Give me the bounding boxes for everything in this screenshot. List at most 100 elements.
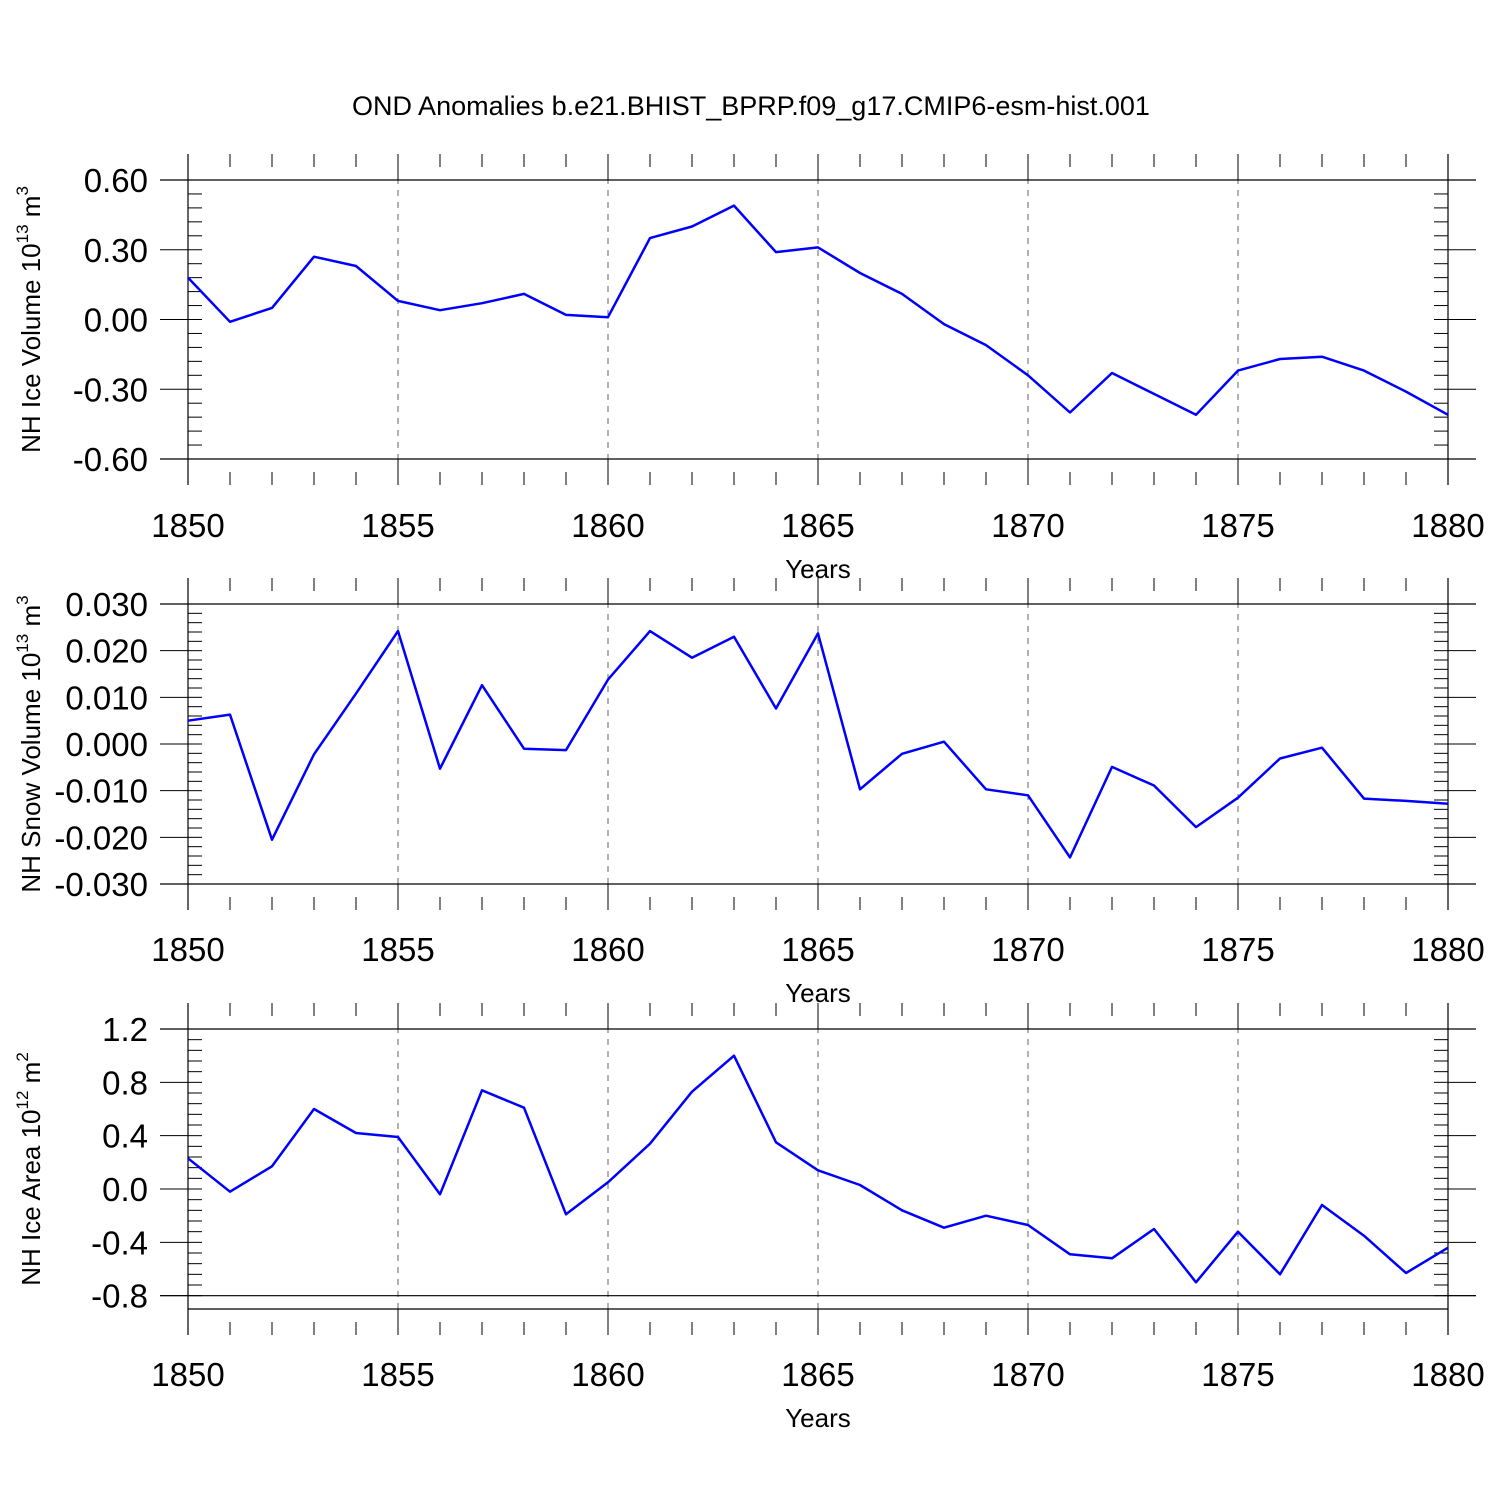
data-point [270,1164,275,1169]
data-point [1404,1271,1409,1276]
data-point [942,322,947,327]
y-axis-title: NH Ice Area 1012 m2 [13,1052,46,1286]
y-tick-label: -0.30 [73,371,148,408]
panel-3: -0.8 -0.4 0.0 0.4 0.8 1.2 1850 1855 1860 1865 1870… [13,1003,1485,1433]
data-point [1278,756,1283,761]
x-tick-label: 1865 [781,931,854,968]
data-point [774,1140,779,1145]
x-tick-label: 1870 [991,931,1064,968]
data-point [480,1088,485,1093]
y-tick-label: 0.60 [84,162,148,199]
data-point [606,1180,611,1185]
y-tick-label: 0.010 [65,679,148,716]
data-point [1152,783,1157,788]
y-axis-title-text: NH Ice Volume 10 [16,243,46,453]
y-tick-label: -0.010 [54,773,148,810]
data-point [228,319,233,324]
y-tick-label: -0.4 [91,1224,148,1261]
data-point [396,1135,401,1140]
data-point [1320,354,1325,359]
panel-2: -0.030 -0.020 -0.010 0.000 0.010 0.020 0.030 18… [13,578,1485,1008]
data-point [648,1141,653,1146]
series-line [187,629,1449,859]
y-tick-label: 0.0 [102,1171,148,1208]
y-axis-title-text: NH Ice Area 10 [16,1109,46,1285]
x-tick-label: 1855 [361,931,434,968]
data-point [1320,745,1325,750]
data-point [270,837,275,842]
x-tick-label: 1855 [361,1356,434,1393]
y-axis-title-superscript: 13 [13,634,32,653]
y-tick-label: 0.30 [84,232,148,269]
data-point [564,1212,569,1217]
data-point [438,766,443,771]
data-point [1110,370,1115,375]
data-point [354,264,359,269]
x-tick-label: 1855 [361,507,434,544]
data-point [732,1053,737,1058]
data-point [1446,801,1451,806]
series-line [187,204,1449,417]
y-tick-label: -0.60 [73,441,148,478]
data-point [900,751,905,756]
y-tick-label: 0.020 [65,633,148,670]
data-point [1236,1229,1241,1234]
y-axis-title-text: m [16,1062,46,1091]
data-point [1152,1227,1157,1232]
data-point [690,655,695,660]
data-point [1404,389,1409,394]
y-tick-label: 1.2 [102,1011,148,1048]
x-tick-label: 1880 [1411,931,1484,968]
x-tick-label: 1865 [781,507,854,544]
data-point [396,298,401,303]
data-point [438,1192,443,1197]
data-point [564,748,569,753]
data-point [732,203,737,208]
x-tick-label: 1860 [571,931,644,968]
y-tick-label: -0.030 [54,866,148,903]
data-point [522,1105,527,1110]
data-point [1026,1223,1031,1228]
data-point [1278,1272,1283,1277]
data-point [1446,1245,1451,1250]
data-point [1362,1233,1367,1238]
y-axis-title: NH Ice Volume 1013 m3 [13,186,46,453]
data-point [984,343,989,348]
data-point [1446,412,1451,417]
panel-1: -0.60 -0.30 0.00 0.30 0.60 1850 1855 1860 1865 18… [13,154,1485,584]
x-tick-label: 1875 [1201,507,1274,544]
data-point [858,787,863,792]
data-point [690,224,695,229]
data-point [816,1168,821,1173]
data-point [816,245,821,250]
data-point [648,629,653,634]
x-tick-label: 1850 [151,1356,224,1393]
x-tick-label: 1865 [781,1356,854,1393]
data-point [774,250,779,255]
data-point [480,301,485,306]
data-point [186,275,191,280]
data-point [1404,798,1409,803]
y-tick-label: -0.020 [54,819,148,856]
figure-title: OND Anomalies b.e21.BHIST_BPRP.f09_g17.C… [352,91,1150,121]
data-point [606,677,611,682]
data-point [1068,855,1073,860]
data-point [816,631,821,636]
data-point [1026,373,1031,378]
data-point [1152,391,1157,396]
x-tick-label: 1870 [991,1356,1064,1393]
y-tick-label: -0.8 [91,1278,148,1315]
data-point [1110,764,1115,769]
x-tick-label: 1880 [1411,507,1484,544]
data-point [1362,368,1367,373]
data-point [606,315,611,320]
y-axis-title-superscript: 12 [13,1091,32,1110]
data-point [396,629,401,634]
y-axis-title-superscript: 3 [13,186,32,195]
x-tick-label: 1860 [571,507,644,544]
y-axis-title-text: m [16,605,46,634]
x-tick-label: 1850 [151,507,224,544]
data-point [270,305,275,310]
x-tick-label: 1875 [1201,931,1274,968]
